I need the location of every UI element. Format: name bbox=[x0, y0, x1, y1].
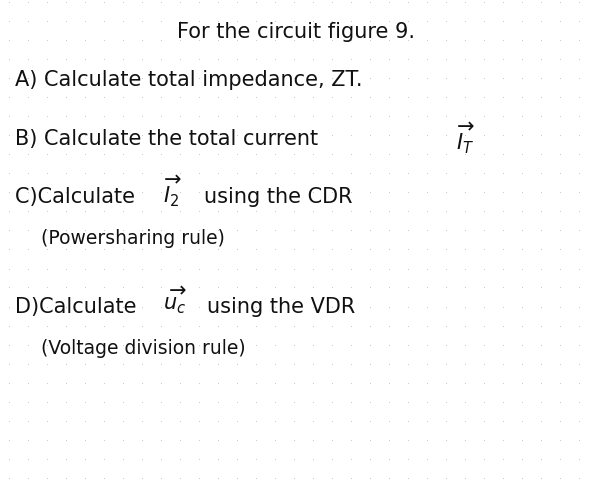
Text: A) Calculate total impedance, ZT.: A) Calculate total impedance, ZT. bbox=[15, 70, 362, 91]
Text: using the VDR: using the VDR bbox=[207, 297, 355, 317]
Text: $\overrightarrow{I_T}$: $\overrightarrow{I_T}$ bbox=[456, 121, 475, 156]
Text: (Voltage division rule): (Voltage division rule) bbox=[41, 338, 246, 358]
Text: using the CDR: using the CDR bbox=[204, 187, 353, 207]
Text: $\overrightarrow{u_c}$: $\overrightarrow{u_c}$ bbox=[163, 285, 186, 316]
Text: C)Calculate: C)Calculate bbox=[15, 187, 141, 207]
Text: B) Calculate the total current: B) Calculate the total current bbox=[15, 129, 324, 149]
Text: $\overrightarrow{I_2}$: $\overrightarrow{I_2}$ bbox=[163, 173, 182, 208]
Text: For the circuit figure 9.: For the circuit figure 9. bbox=[177, 21, 415, 42]
Text: (Powersharing rule): (Powersharing rule) bbox=[41, 229, 226, 248]
Text: D)Calculate: D)Calculate bbox=[15, 297, 143, 317]
